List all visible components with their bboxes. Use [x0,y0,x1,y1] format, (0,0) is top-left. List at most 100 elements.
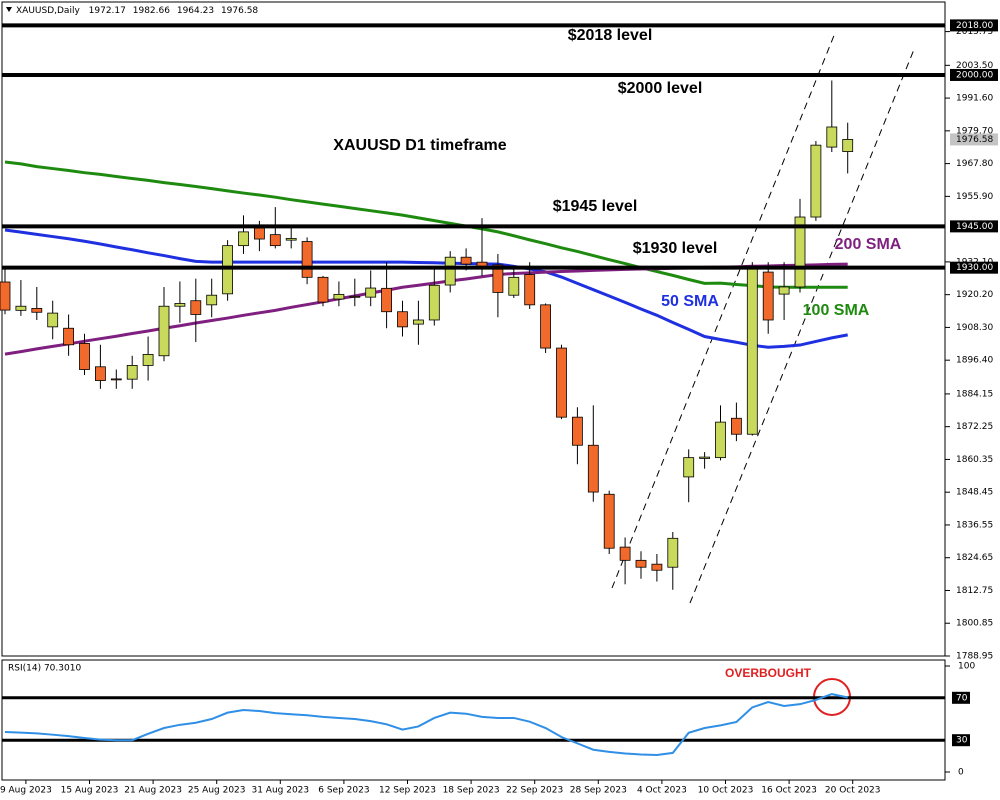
level-text: $1945 level [553,198,638,215]
candle-body [317,276,329,303]
level-label: 1930.00 [956,263,993,273]
candle-body [683,457,695,478]
candle-body [63,327,74,346]
y-tick-label: 1788.95 [956,652,993,662]
candle-body [699,456,710,459]
candle-body [79,342,90,370]
level-label: 1945.00 [956,222,993,232]
candle-body [587,444,599,493]
level-box [950,261,998,274]
channel-line [689,46,916,604]
level-box [950,68,998,81]
candle-body [444,256,456,286]
y-tick-label: 1896.40 [956,356,993,366]
y-tick-label: 1824.65 [956,553,993,563]
y-tick-label: 1955.90 [956,192,993,202]
sma-label: 200 SMA [835,236,902,253]
level-text: $1930 level [633,240,718,257]
candle-body [842,139,854,152]
candle-body [810,144,822,218]
y-tick-label: 1967.80 [956,159,993,169]
level-box [952,691,970,704]
candle-body [222,245,234,295]
candle-body [460,256,472,265]
candle-body [269,234,281,247]
candle-body [142,353,154,366]
y-tick-label: 1872.25 [956,422,993,432]
x-tick-label: 31 Aug 2023 [251,786,309,796]
candle-body [651,563,663,571]
x-tick-label: 4 Oct 2023 [637,786,687,796]
price-box [950,133,998,146]
candle-body [428,284,440,321]
level-label: 2018.00 [956,21,993,31]
candle-body [397,311,408,328]
x-tick-label: 12 Sep 2023 [379,786,436,796]
candle-body [47,312,59,328]
candle-body [285,238,297,241]
candle-body [31,308,43,313]
current-price: 1976.58 [956,135,993,145]
candle-body [365,287,377,298]
candle-body [794,216,806,288]
candle-body [126,365,138,380]
y-tick-label: 0 [958,768,964,778]
candle-body [619,546,631,561]
candle-body [540,304,551,349]
sma-label: 100 SMA [803,302,870,319]
y-tick-label: 1848.45 [956,488,993,498]
x-tick-label: 10 Oct 2023 [698,786,754,796]
x-tick-label: 20 Oct 2023 [825,786,881,796]
level-box [952,734,970,747]
candle-body [238,231,249,247]
x-tick-label: 18 Sep 2023 [443,786,500,796]
y-tick-label: 1836.55 [956,520,993,530]
sma-line [4,160,848,289]
candle-body [731,417,742,435]
menu-arrow [6,7,12,12]
main-panel [1,1,946,657]
y-tick-label: 2015.75 [956,27,993,37]
candle-body [95,366,106,381]
candle-body [301,241,313,278]
candle-body [253,227,265,240]
annotation: XAUUSD D1 timeframe [333,137,506,154]
x-tick-label: 22 Sep 2023 [506,786,563,796]
candle-body [110,378,122,381]
y-tick-label: 1800.85 [956,619,993,629]
y-tick-label: 1920.20 [956,290,993,300]
candle-body [715,421,726,459]
level-box [950,220,998,233]
x-tick-label: 9 Aug 2023 [0,786,52,796]
candle-body [333,293,345,300]
candle-body [556,347,567,418]
level-text: $2018 level [568,27,653,44]
y-tick-label: 2003.50 [956,61,993,71]
x-tick-label: 16 Oct 2023 [761,786,817,796]
candle-body [635,559,647,568]
y-tick-label: 100 [958,662,975,672]
candle-body [206,294,218,306]
level-label: 2000.00 [956,70,993,80]
candle-body [15,305,27,311]
level-box [950,19,998,32]
candle-body [778,286,790,295]
level-label: 70 [956,693,968,703]
candle-body [174,303,186,307]
candle-body [762,271,774,321]
candle-body [381,287,393,313]
rsi-panel [1,659,946,781]
y-tick-label: 1884.15 [956,389,993,399]
candle-body [746,267,758,435]
candle-body [572,416,583,446]
candle-body [0,281,11,311]
level-text: $2000 level [618,80,703,97]
y-tick-label: 1908.30 [956,323,993,333]
candle-body [603,493,615,549]
channel-line [611,32,836,589]
sma-line [4,228,848,349]
y-tick-label: 1979.70 [956,126,993,136]
rsi-title: RSI(14) 70.3010 [8,664,81,674]
